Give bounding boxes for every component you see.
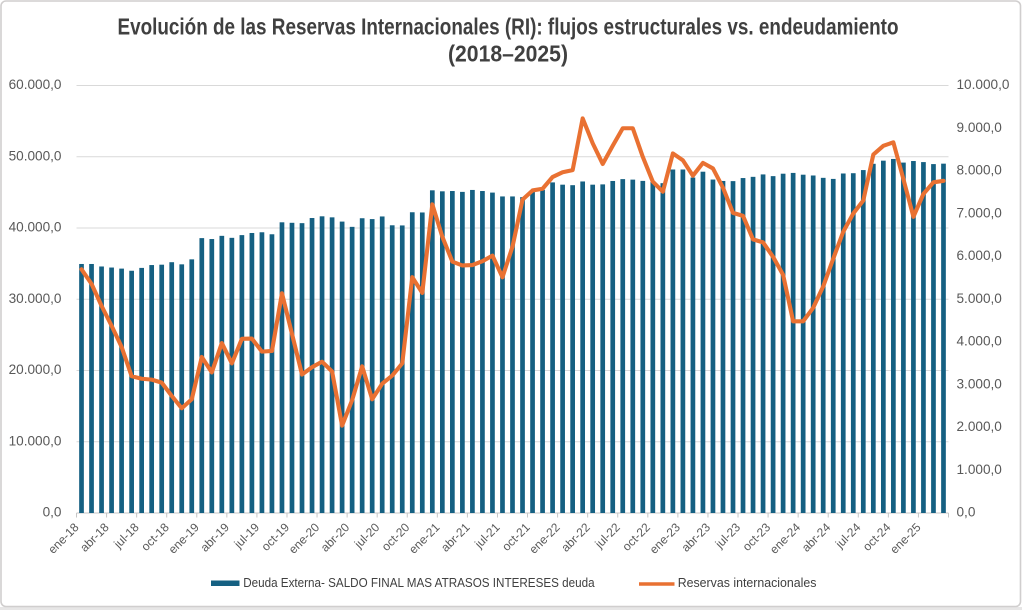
svg-text:8.000,0: 8.000,0 xyxy=(957,163,1003,178)
svg-text:(2018–2025): (2018–2025) xyxy=(448,40,568,66)
svg-text:4.000,0: 4.000,0 xyxy=(957,334,1003,349)
svg-text:Reservas internacionales: Reservas internacionales xyxy=(678,575,817,590)
svg-text:0,0: 0,0 xyxy=(43,505,62,520)
svg-text:1.000,0: 1.000,0 xyxy=(957,462,1003,477)
svg-text:2.000,0: 2.000,0 xyxy=(957,419,1003,434)
svg-text:7.000,0: 7.000,0 xyxy=(957,205,1003,220)
svg-text:0,0: 0,0 xyxy=(957,505,976,520)
svg-text:3.000,0: 3.000,0 xyxy=(957,376,1003,391)
svg-text:9.000,0: 9.000,0 xyxy=(957,120,1003,135)
svg-text:10.000,0: 10.000,0 xyxy=(957,77,1010,92)
svg-text:30.000,0: 30.000,0 xyxy=(9,291,62,306)
svg-text:50.000,0: 50.000,0 xyxy=(9,148,62,163)
svg-text:10.000,0: 10.000,0 xyxy=(9,433,62,448)
svg-text:Deuda Externa- SALDO FINAL MAS: Deuda Externa- SALDO FINAL MAS ATRASOS I… xyxy=(243,575,595,590)
svg-text:60.000,0: 60.000,0 xyxy=(9,77,62,92)
svg-text:Evolución de las Reservas Inte: Evolución de las Reservas Internacionale… xyxy=(118,13,899,39)
svg-text:5.000,0: 5.000,0 xyxy=(957,291,1003,306)
svg-text:40.000,0: 40.000,0 xyxy=(9,220,62,235)
svg-text:6.000,0: 6.000,0 xyxy=(957,248,1003,263)
svg-text:20.000,0: 20.000,0 xyxy=(9,362,62,377)
